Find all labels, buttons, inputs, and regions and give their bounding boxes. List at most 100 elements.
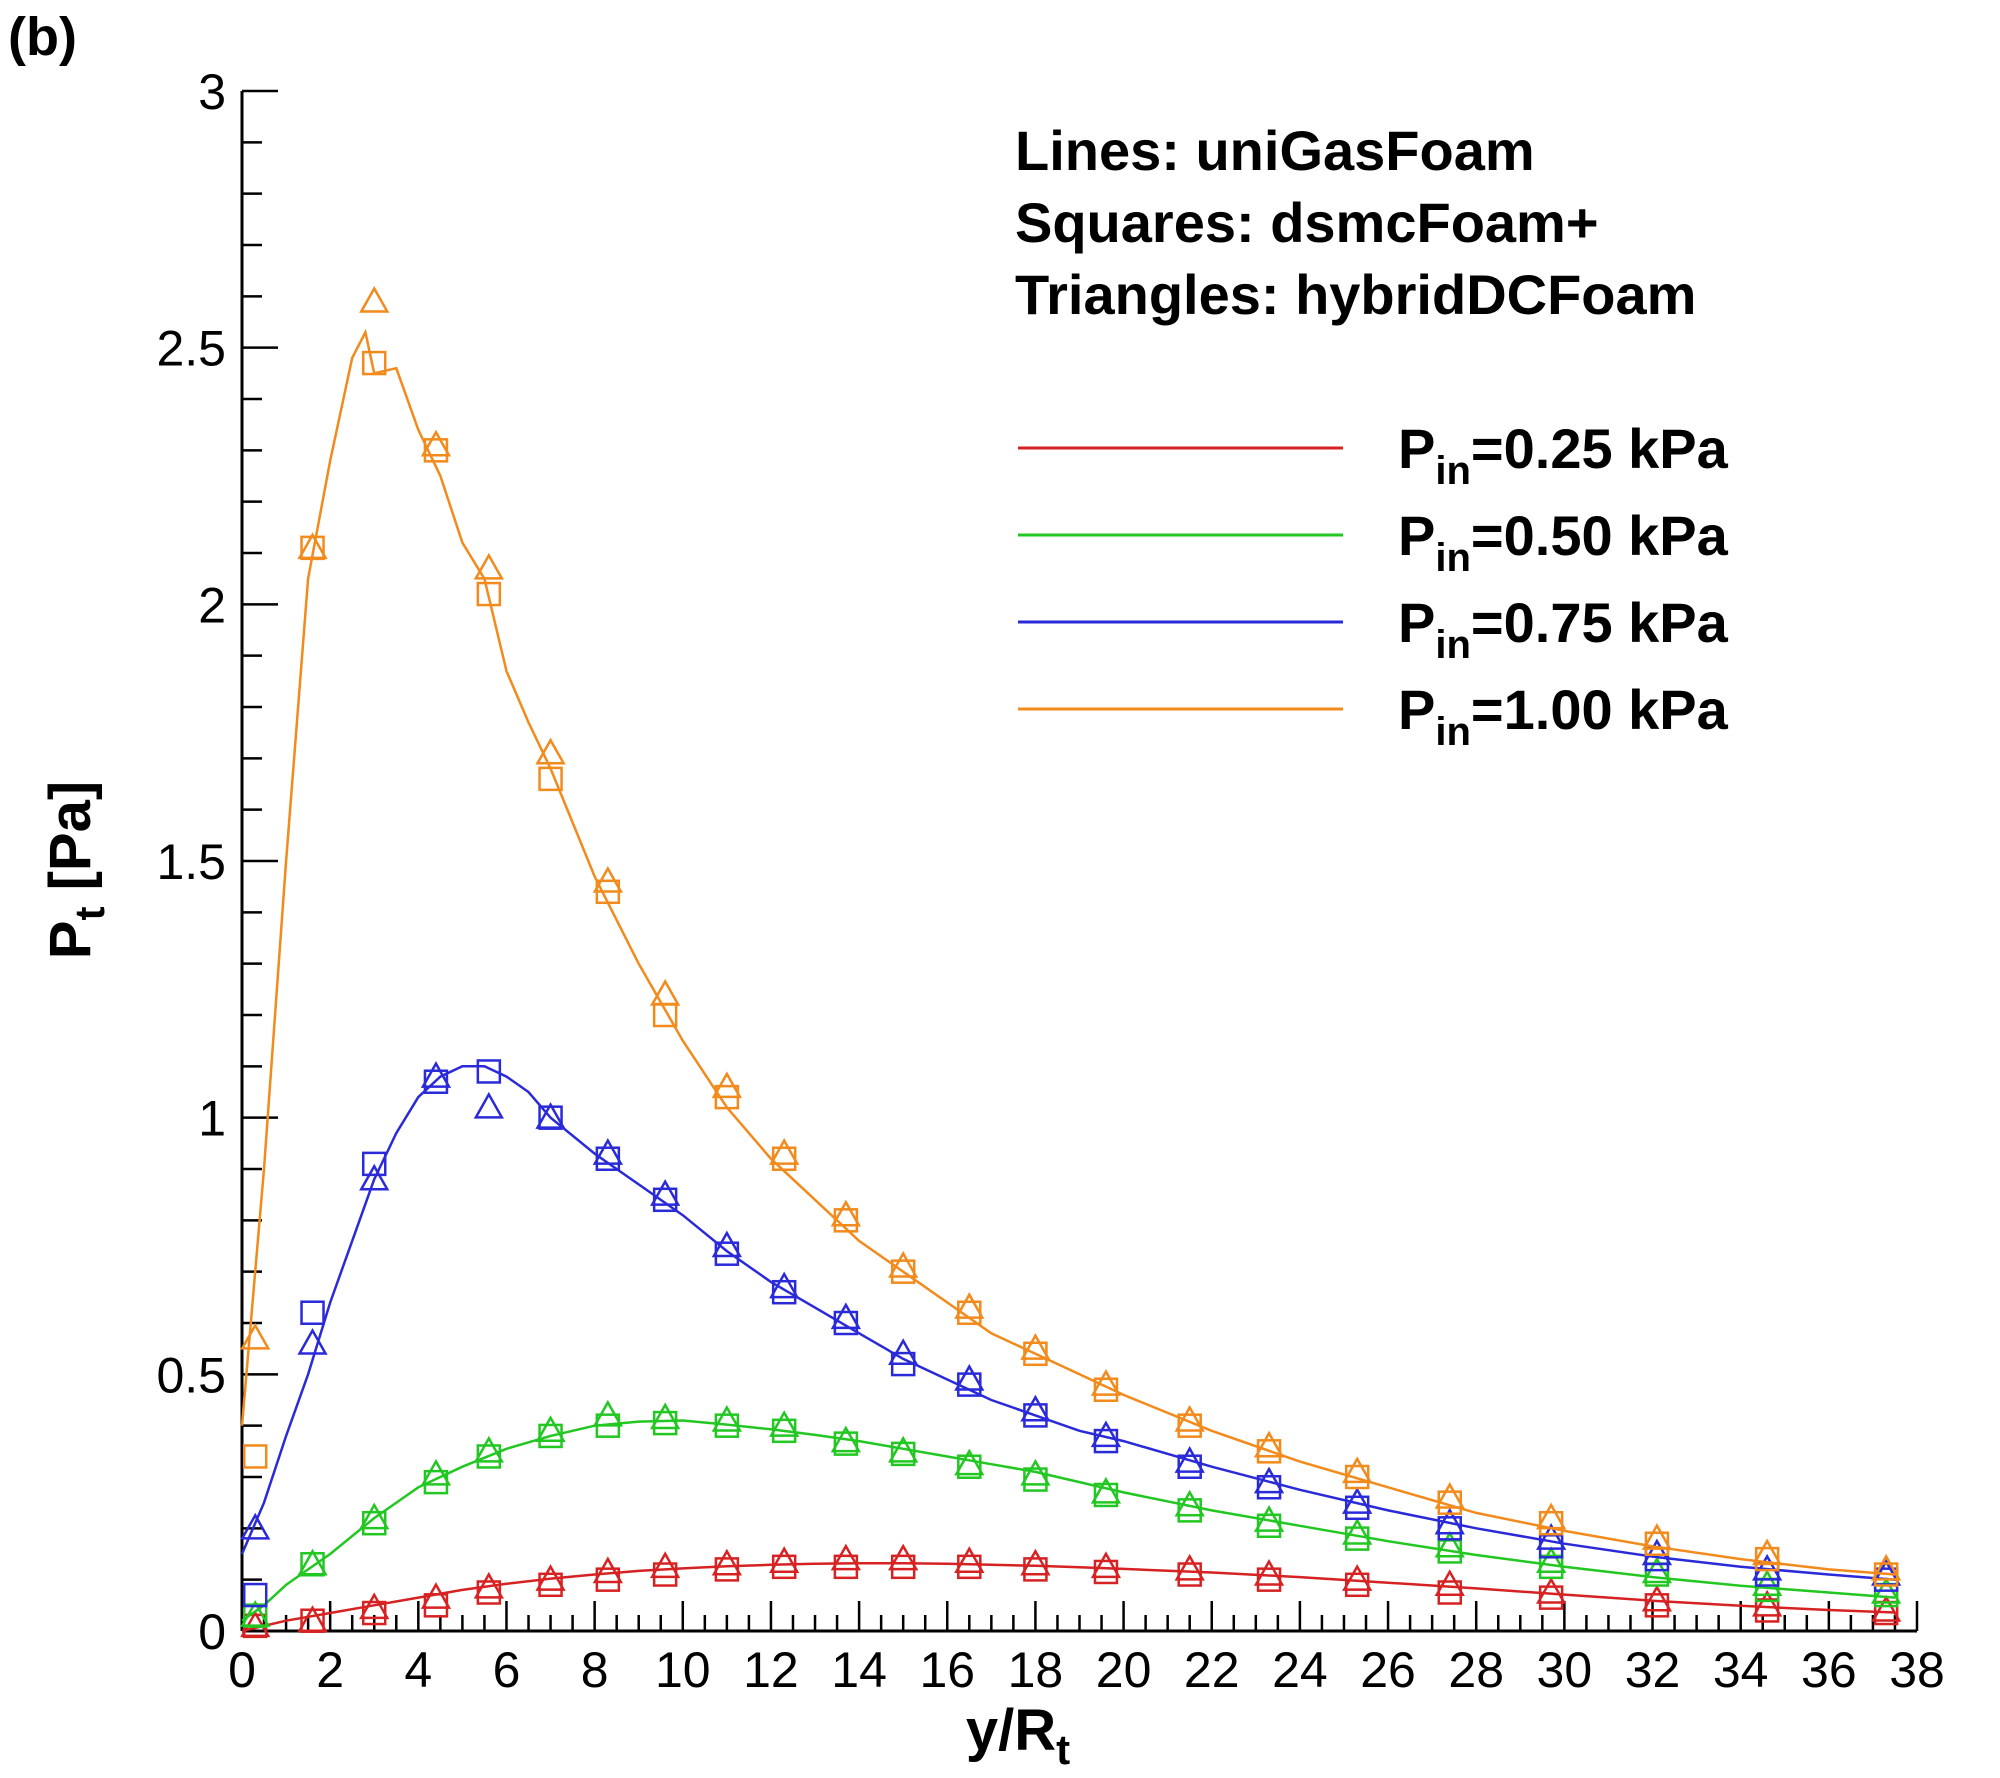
y-axis-label-main: P	[38, 921, 103, 960]
triangle-marker	[359, 1592, 390, 1620]
square-marker	[771, 1554, 797, 1580]
triangle-marker	[1253, 1466, 1285, 1494]
legend-label-main: P	[1398, 591, 1435, 654]
legend-label-rest: =0.75 kPa	[1471, 591, 1729, 654]
triangle-marker	[954, 1292, 985, 1319]
x-tick-label: 36	[1801, 1642, 1857, 1698]
triangle-marker	[650, 1179, 681, 1206]
triangle-marker	[1342, 1487, 1373, 1514]
x-tick-label: 6	[493, 1642, 521, 1698]
triangle-marker	[650, 978, 681, 1006]
x-tick-label: 12	[743, 1642, 799, 1698]
triangle-marker	[888, 1250, 919, 1278]
square-marker	[1177, 1498, 1202, 1523]
y-tick-label: 1	[198, 1091, 226, 1147]
legend-label-sub: in	[1435, 623, 1471, 667]
triangle-marker	[1090, 1420, 1122, 1448]
series-line	[240, 1065, 1896, 1581]
x-tick-label: 24	[1272, 1642, 1328, 1698]
legend-label-main: P	[1398, 417, 1435, 480]
annotation-triangles: Triangles: hybridDCFoam	[1015, 263, 1696, 326]
triangle-marker	[1641, 1584, 1673, 1612]
triangle-marker	[769, 1271, 800, 1299]
triangle-marker	[1090, 1369, 1122, 1396]
square-marker	[957, 1554, 982, 1580]
square-marker	[1344, 1526, 1370, 1551]
triangle-marker	[420, 1458, 452, 1486]
x-tick-label: 16	[919, 1642, 975, 1698]
svg-text:Pt [Pa]: Pt [Pa]	[38, 781, 113, 959]
triangle-marker	[1342, 1564, 1373, 1591]
triangle-marker	[240, 1600, 271, 1627]
x-tick-label: 22	[1184, 1642, 1240, 1698]
method-annotations: Lines: uniGasFoam Squares: dsmcFoam+ Tri…	[1015, 119, 1696, 326]
square-marker	[714, 1557, 740, 1582]
y-axis-label-sub: t	[66, 907, 113, 921]
square-marker	[1754, 1598, 1780, 1623]
y-tick-label: 2.5	[156, 321, 226, 377]
square-marker	[833, 1431, 859, 1456]
triangle-marker	[473, 552, 504, 580]
triangle-marker	[954, 1546, 985, 1573]
triangle-marker	[830, 1425, 862, 1453]
plot-area	[240, 285, 1902, 1639]
triangle-marker	[1434, 1507, 1465, 1535]
series-line	[240, 328, 1896, 1576]
triangle-marker	[1434, 1569, 1465, 1597]
triangle-marker	[954, 1448, 985, 1476]
square-marker	[1754, 1562, 1780, 1587]
legend-label: Pin=0.25 kPa	[1398, 417, 1729, 493]
square-marker	[538, 766, 563, 792]
triangle-marker	[1641, 1538, 1673, 1566]
square-marker	[1754, 1546, 1780, 1572]
x-tick-label: 2	[316, 1642, 344, 1698]
legend-label: Pin=0.75 kPa	[1398, 591, 1729, 667]
x-tick-label: 30	[1537, 1642, 1593, 1698]
square-marker	[1344, 1572, 1370, 1598]
legend-entry: Pin=0.25 kPa	[1018, 417, 1729, 493]
x-tick-label: 14	[831, 1642, 887, 1698]
triangle-marker	[1751, 1553, 1783, 1581]
triangle-marker	[1342, 1517, 1373, 1545]
square-marker	[476, 1059, 502, 1084]
x-tick-label: 20	[1096, 1642, 1152, 1698]
panel-label: (b)	[8, 7, 77, 67]
triangle-marker	[769, 1138, 800, 1165]
triangle-marker	[888, 1435, 919, 1463]
x-tick-label: 32	[1625, 1642, 1681, 1698]
triangle-marker	[650, 1551, 681, 1579]
series-group	[240, 285, 1902, 1587]
x-tick-label: 0	[228, 1642, 256, 1698]
triangle-marker	[297, 532, 328, 560]
x-tick-label: 28	[1448, 1642, 1504, 1698]
triangle-marker	[1751, 1589, 1783, 1617]
x-axis-label-sub: t	[1056, 1726, 1070, 1773]
square-marker	[300, 1300, 325, 1325]
legend-label-sub: in	[1435, 449, 1471, 493]
triangle-marker	[711, 1404, 743, 1432]
triangle-marker	[1536, 1576, 1567, 1604]
y-tick-label: 2	[198, 577, 226, 633]
triangle-marker	[1536, 1523, 1567, 1550]
triangle-marker	[1020, 1333, 1051, 1360]
square-marker	[361, 350, 387, 376]
square-marker	[1177, 1562, 1202, 1587]
legend-entry: Pin=0.50 kPa	[1018, 504, 1729, 580]
triangle-marker	[1174, 1446, 1205, 1473]
axes: 00.511.522.530 2 4 6 8 10 12 14 16 18 20 22 24 26 28 30…	[156, 64, 1944, 1698]
triangle-marker	[1020, 1394, 1051, 1422]
triangle-marker	[1751, 1569, 1783, 1597]
triangle-marker	[769, 1546, 800, 1573]
triangle-marker	[1871, 1594, 1902, 1622]
triangle-marker	[1751, 1538, 1783, 1566]
triangle-marker	[473, 1435, 504, 1463]
square-marker	[1256, 1567, 1282, 1592]
triangle-marker	[420, 1061, 452, 1088]
triangle-marker	[420, 1582, 452, 1609]
triangle-marker	[359, 285, 390, 313]
legend-label-rest: =0.50 kPa	[1471, 504, 1729, 567]
triangle-marker	[473, 1571, 504, 1599]
square-marker	[476, 581, 502, 607]
x-tick-label: 38	[1889, 1642, 1945, 1698]
